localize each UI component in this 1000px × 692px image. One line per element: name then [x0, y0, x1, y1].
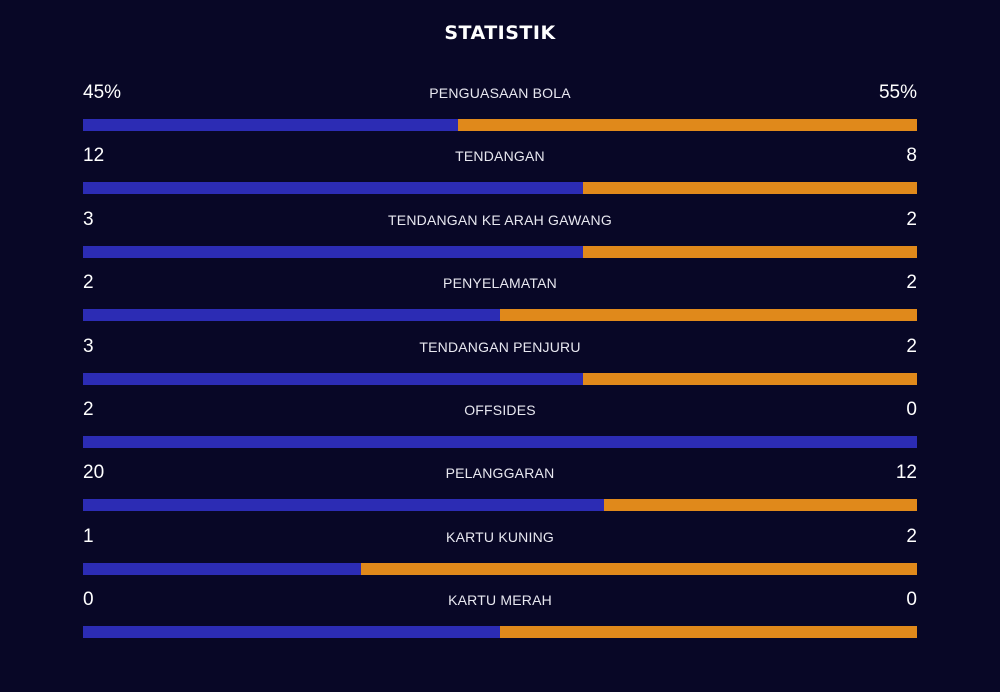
- stat-label: TENDANGAN KE ARAH GAWANG: [388, 211, 612, 228]
- stat-label: KARTU MERAH: [448, 592, 552, 609]
- home-bar: [83, 499, 605, 512]
- away-value: 2: [906, 208, 917, 230]
- home-value: 2: [83, 272, 94, 294]
- stat-label: PELANGGARAN: [445, 465, 555, 482]
- comparison-bar: [83, 372, 917, 385]
- away-bar: [583, 182, 917, 195]
- home-value: 3: [83, 208, 94, 230]
- stat-label: PENGUASAAN BOLA: [429, 85, 571, 101]
- stat-row: 3 TENDANGAN PENJURU 2: [83, 334, 917, 397]
- away-bar: [360, 562, 917, 575]
- away-value: 0: [906, 398, 917, 420]
- away-bar: [604, 499, 917, 512]
- stat-label: OFFSIDES: [464, 401, 536, 418]
- panel-title: STATISTIK: [444, 22, 556, 44]
- home-bar: [83, 309, 500, 322]
- stat-row: 2 PENYELAMATAN 2: [83, 270, 917, 333]
- stat-head: 0 KARTU MERAH 0: [83, 587, 917, 625]
- away-bar: [583, 372, 917, 385]
- stat-row: 2 OFFSIDES 0: [83, 397, 917, 460]
- stat-head: 45% PENGUASAAN BOLA 55%: [83, 80, 917, 118]
- away-value: 12: [895, 462, 917, 484]
- home-value: 2: [83, 398, 94, 420]
- stat-label: KARTU KUNING: [446, 528, 554, 545]
- comparison-bar: [83, 245, 917, 258]
- away-value: 0: [906, 589, 917, 611]
- comparison-bar: [83, 435, 917, 448]
- stat-row: 0 KARTU MERAH 0: [83, 587, 917, 650]
- home-value: 20: [83, 462, 105, 484]
- comparison-bar: [83, 499, 917, 512]
- comparison-bar: [83, 309, 917, 322]
- home-bar: [83, 372, 584, 385]
- away-value: 8: [906, 145, 917, 167]
- stat-label: TENDANGAN: [455, 148, 545, 165]
- stat-row: 12 TENDANGAN 8: [83, 143, 917, 206]
- home-bar: [83, 435, 917, 448]
- home-bar: [83, 626, 500, 639]
- away-value: 55%: [878, 82, 917, 103]
- home-value: 12: [83, 145, 105, 167]
- stat-row: 20 PELANGGARAN 12: [83, 460, 917, 523]
- stat-row: 45% PENGUASAAN BOLA 55%: [83, 80, 917, 143]
- home-value: 1: [83, 525, 94, 547]
- away-bar: [458, 119, 917, 131]
- stat-head: 12 TENDANGAN 8: [83, 143, 917, 181]
- comparison-bar: [83, 182, 917, 195]
- stat-label: PENYELAMATAN: [443, 275, 557, 292]
- stat-head: 2 OFFSIDES 0: [83, 397, 917, 435]
- home-bar: [83, 182, 584, 195]
- home-bar: [83, 119, 459, 131]
- stat-head: 20 PELANGGARAN 12: [83, 460, 917, 498]
- stat-head: 3 TENDANGAN KE ARAH GAWANG 2: [83, 207, 917, 245]
- home-value: 45%: [83, 82, 122, 103]
- home-bar: [83, 245, 584, 258]
- stat-row: 1 KARTU KUNING 2: [83, 524, 917, 587]
- stat-label: TENDANGAN PENJURU: [419, 338, 581, 355]
- comparison-bar: [83, 562, 917, 575]
- stat-head: 1 KARTU KUNING 2: [83, 524, 917, 562]
- home-value: 0: [83, 589, 94, 611]
- away-value: 2: [906, 335, 917, 357]
- stat-head: 3 TENDANGAN PENJURU 2: [83, 334, 917, 372]
- stats-list: 45% PENGUASAAN BOLA 55% 12 TENDANGAN 8: [83, 80, 917, 651]
- home-bar: [83, 562, 361, 575]
- home-value: 3: [83, 335, 94, 357]
- away-bar: [583, 245, 917, 258]
- comparison-bar: [83, 626, 917, 639]
- stat-head: 2 PENYELAMATAN 2: [83, 270, 917, 308]
- stat-row: 3 TENDANGAN KE ARAH GAWANG 2: [83, 207, 917, 270]
- away-bar: [500, 626, 917, 639]
- away-value: 2: [906, 272, 917, 294]
- away-bar: [500, 309, 917, 322]
- away-value: 2: [906, 525, 917, 547]
- comparison-bar: [83, 119, 917, 131]
